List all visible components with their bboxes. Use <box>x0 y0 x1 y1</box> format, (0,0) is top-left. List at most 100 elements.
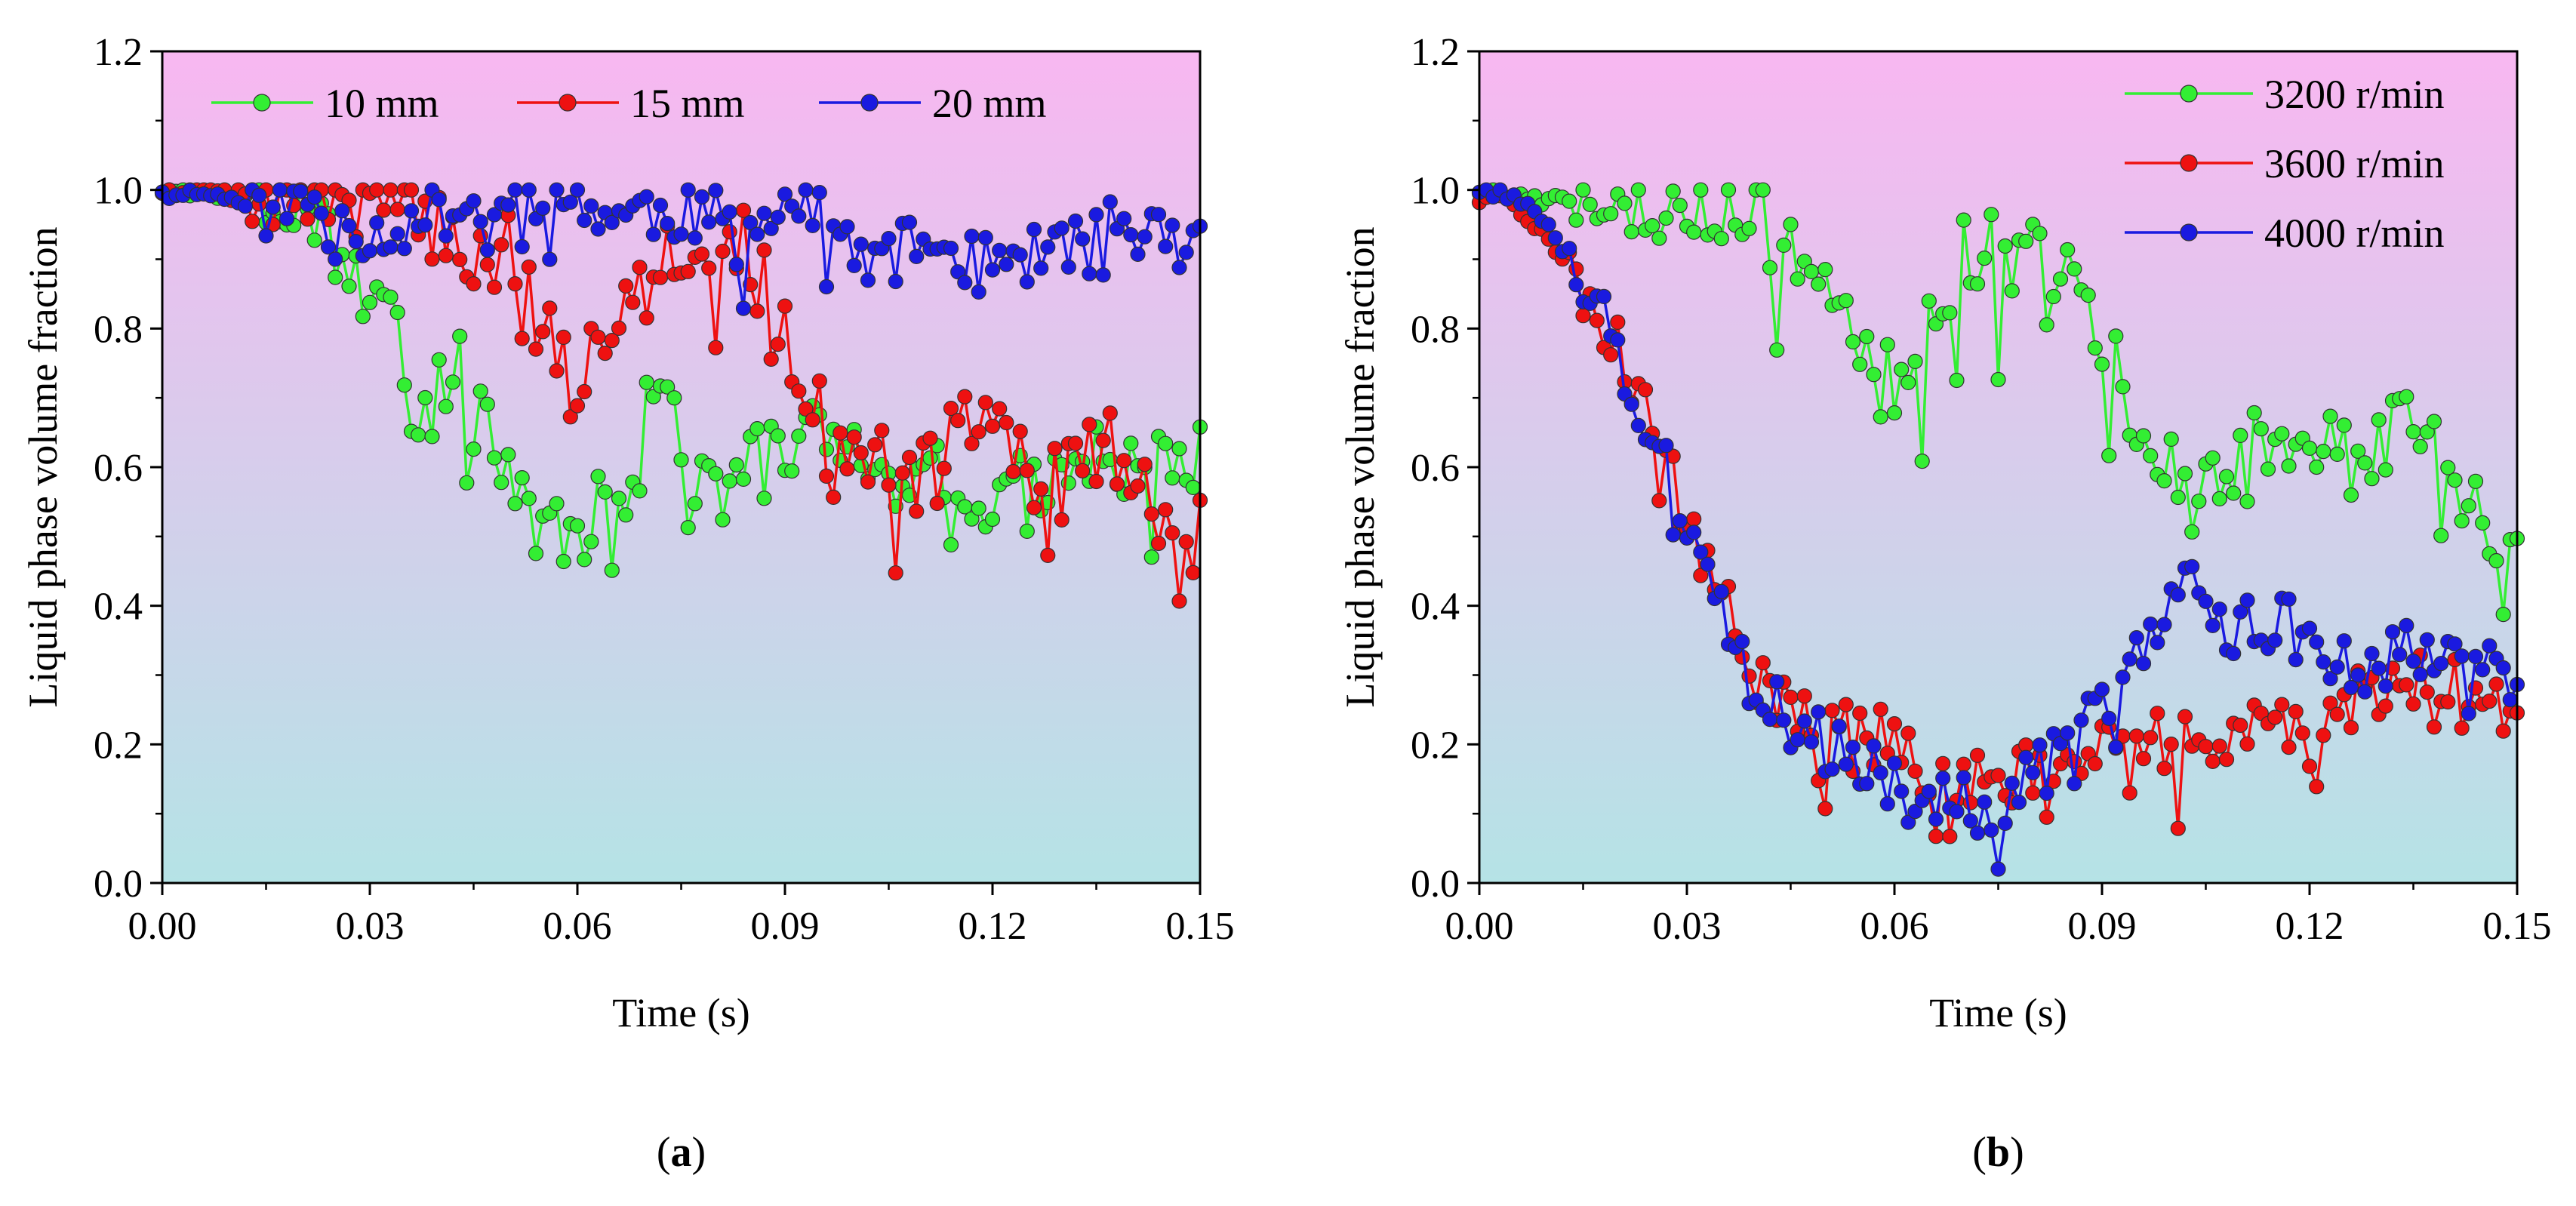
data-point <box>452 328 468 344</box>
data-point <box>632 260 648 275</box>
data-point <box>1776 237 1792 253</box>
data-point <box>1617 195 1633 211</box>
data-point <box>749 420 765 437</box>
data-point <box>528 546 544 561</box>
data-point <box>1935 770 1951 786</box>
data-point <box>362 294 378 310</box>
data-point <box>2322 408 2338 424</box>
data-point <box>1914 453 1930 469</box>
data-point <box>528 341 544 357</box>
data-point <box>1693 182 1709 198</box>
data-point <box>1900 725 1916 741</box>
data-point <box>2329 446 2345 463</box>
data-point <box>2246 405 2262 421</box>
data-point <box>383 289 399 305</box>
data-point <box>362 243 378 259</box>
data-point <box>2143 616 2159 632</box>
data-point <box>1755 655 1771 671</box>
data-point <box>2343 679 2359 696</box>
data-point <box>715 243 731 260</box>
data-point <box>417 389 433 406</box>
data-point <box>1150 535 1167 552</box>
data-point <box>1969 747 1986 763</box>
data-point <box>867 437 883 453</box>
data-point <box>708 183 724 198</box>
data-point <box>1713 231 1729 247</box>
data-point <box>694 189 710 205</box>
data-point <box>2454 513 2470 529</box>
data-point <box>604 214 620 230</box>
data-point <box>597 346 613 361</box>
data-point <box>1033 260 1049 276</box>
data-point <box>645 389 661 405</box>
data-point <box>929 495 945 512</box>
data-point <box>2184 524 2200 540</box>
data-point <box>1026 500 1042 515</box>
data-point <box>514 469 530 486</box>
data-point <box>2475 662 2491 678</box>
data-point <box>251 187 267 203</box>
data-point <box>2122 785 2137 801</box>
data-point <box>1040 239 1056 255</box>
data-point <box>1610 332 1626 348</box>
chart-panel-a: 0.0 0.2 0.4 0.6 0.8 1.0 1.2 0.00 0.03 0.06 0.09 0.1… <box>20 31 1235 1176</box>
data-point <box>756 491 772 506</box>
data-point <box>2426 414 2442 429</box>
data-point <box>1630 182 1646 198</box>
data-point <box>1158 435 1174 451</box>
data-point <box>708 466 724 481</box>
legend-label: 10 mm <box>325 81 439 126</box>
data-point <box>999 414 1014 431</box>
data-point <box>2412 438 2428 454</box>
data-point <box>901 214 918 230</box>
y-axis-label: Liquid phase volume fraction <box>20 226 66 707</box>
data-point <box>1562 241 1577 257</box>
data-point <box>2454 648 2470 664</box>
data-point <box>1623 224 1639 240</box>
data-point <box>1019 463 1035 478</box>
data-point <box>1824 703 1840 718</box>
data-point <box>1769 674 1785 690</box>
data-point <box>2143 448 2159 464</box>
data-point <box>2060 725 2076 741</box>
data-point <box>2350 667 2366 683</box>
data-point <box>1143 549 1159 565</box>
data-point <box>2233 427 2248 444</box>
data-point <box>1075 231 1091 247</box>
data-point <box>306 232 322 248</box>
data-point <box>306 189 322 205</box>
data-point <box>1116 211 1132 226</box>
data-point <box>2350 443 2366 459</box>
data-point <box>708 340 724 355</box>
data-point <box>1178 245 1194 260</box>
x-axis-label: Time (s) <box>1929 990 2067 1035</box>
data-point <box>2281 458 2297 474</box>
data-point <box>1894 783 1910 799</box>
data-point <box>1734 633 1750 650</box>
data-point <box>673 226 689 242</box>
data-point <box>1123 227 1139 243</box>
data-point <box>355 309 371 325</box>
data-point <box>2218 752 2235 768</box>
data-point <box>2018 233 2034 249</box>
data-point <box>701 260 717 276</box>
data-point <box>2060 242 2076 258</box>
data-point <box>763 220 779 236</box>
data-point <box>2343 720 2359 736</box>
y-axis-label: Liquid phase volume fraction <box>1337 226 1383 707</box>
data-point <box>2052 736 2069 752</box>
data-point <box>2316 728 2331 743</box>
data-point <box>2447 472 2463 488</box>
data-point <box>1817 262 1833 278</box>
y-tick-label: 0.0 <box>94 863 143 906</box>
data-point <box>1603 347 1619 363</box>
data-point <box>1852 356 1868 372</box>
data-point <box>590 329 606 345</box>
data-point <box>1962 813 1978 829</box>
data-point <box>2329 659 2345 675</box>
data-point <box>839 219 855 235</box>
data-point <box>888 565 903 581</box>
data-point <box>313 205 329 221</box>
data-point <box>1977 251 1993 266</box>
data-point <box>500 197 516 213</box>
